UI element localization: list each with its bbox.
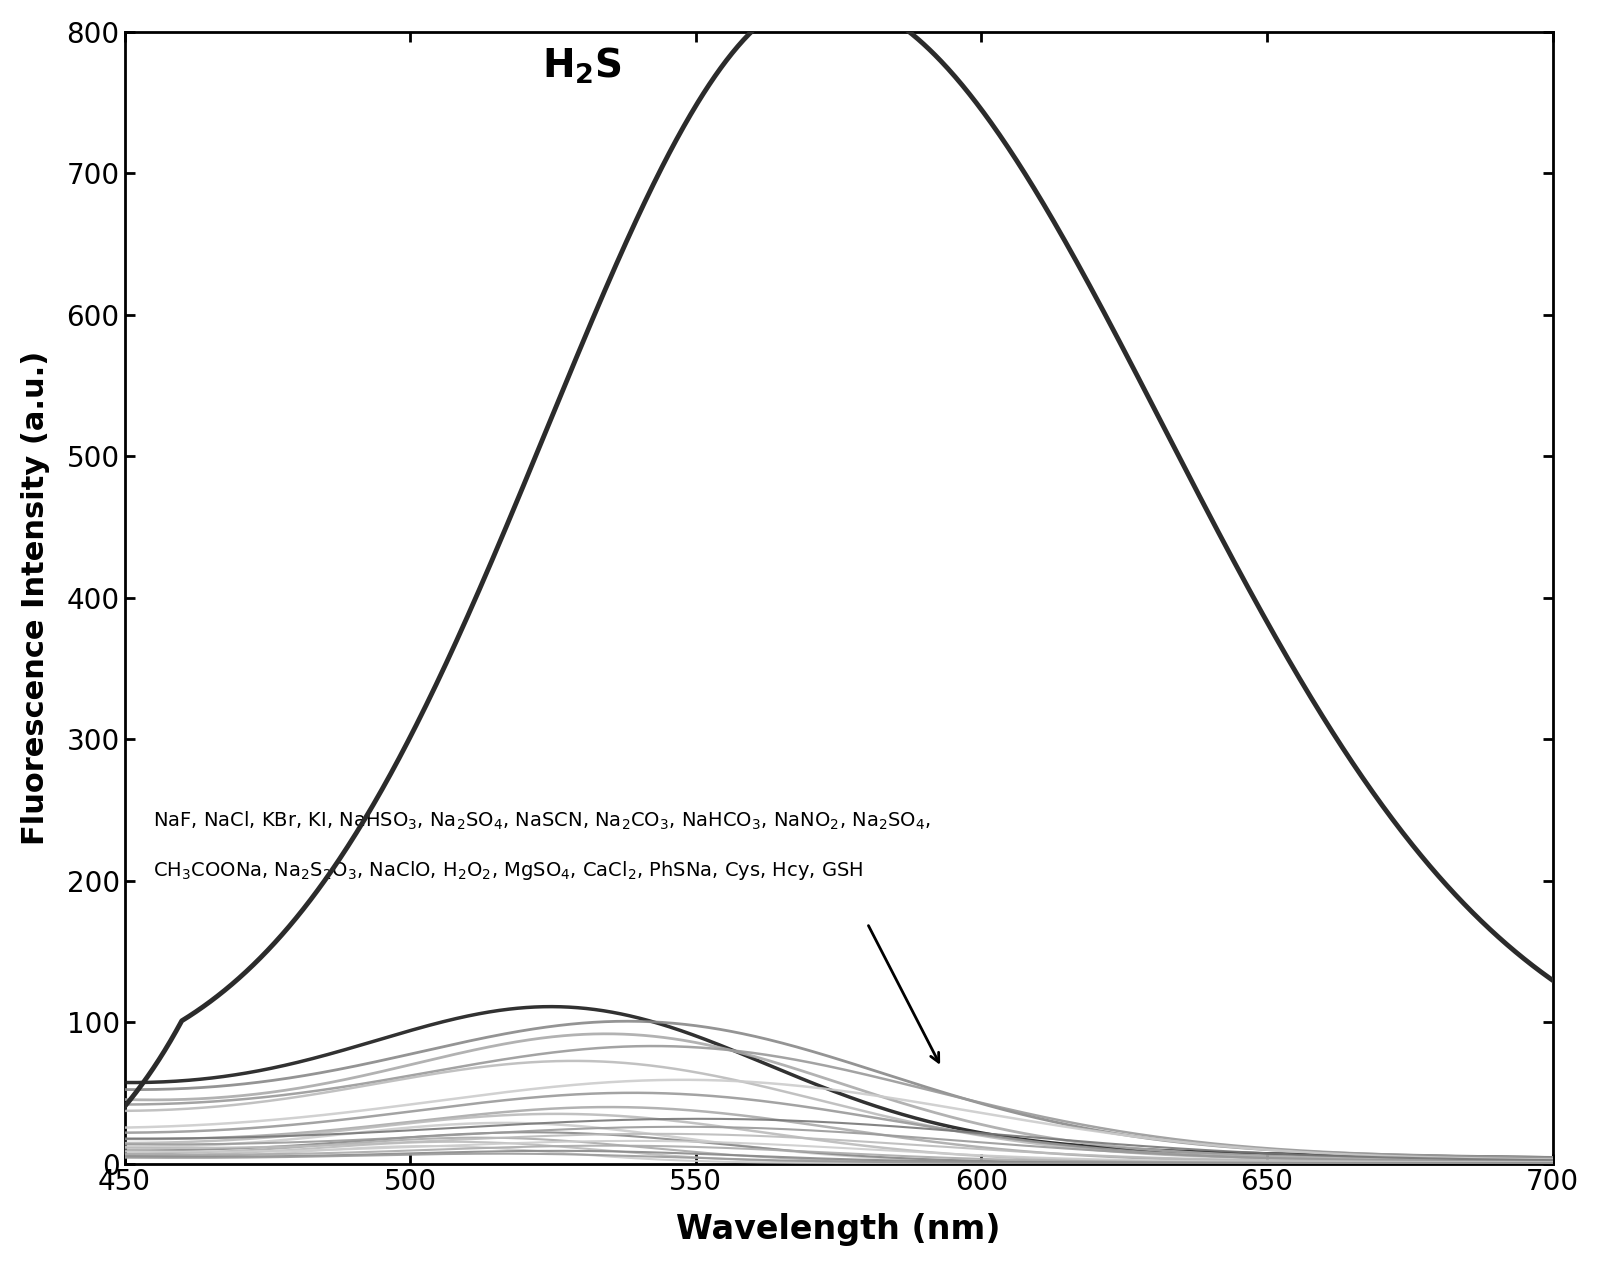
Text: $\mathbf{H_2S}$: $\mathbf{H_2S}$ [541, 46, 621, 86]
X-axis label: Wavelength (nm): Wavelength (nm) [677, 1214, 1002, 1247]
Y-axis label: Fluorescence Intensity (a.u.): Fluorescence Intensity (a.u.) [21, 351, 50, 845]
Text: CH$_3$COONa, Na$_2$S$_2$O$_3$, NaClO, H$_2$O$_2$, MgSO$_4$, CaCl$_2$, PhSNa, Cys: CH$_3$COONa, Na$_2$S$_2$O$_3$, NaClO, H$… [154, 859, 864, 883]
Text: NaF, NaCl, KBr, KI, NaHSO$_3$, Na$_2$SO$_4$, NaSCN, Na$_2$CO$_3$, NaHCO$_3$, NaN: NaF, NaCl, KBr, KI, NaHSO$_3$, Na$_2$SO$… [154, 810, 931, 832]
